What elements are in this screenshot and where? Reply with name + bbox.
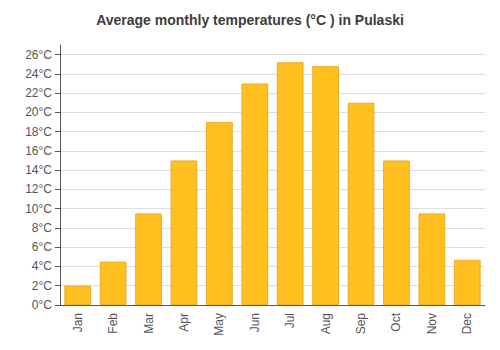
svg-text:4°C: 4°C — [32, 259, 52, 273]
svg-text:16°C: 16°C — [25, 144, 52, 158]
svg-text:Aug: Aug — [319, 313, 333, 334]
svg-text:18°C: 18°C — [25, 125, 52, 139]
svg-text:22°C: 22°C — [25, 86, 52, 100]
svg-text:8°C: 8°C — [32, 221, 52, 235]
svg-text:Jan: Jan — [71, 313, 85, 332]
svg-text:Jul: Jul — [283, 313, 297, 328]
svg-text:Average monthly temperatures (: Average monthly temperatures (°C ) in Pu… — [96, 12, 404, 28]
svg-text:0°C: 0°C — [32, 298, 52, 312]
svg-text:Nov: Nov — [425, 313, 439, 334]
svg-text:Oct: Oct — [389, 312, 403, 331]
svg-text:Dec: Dec — [460, 313, 474, 334]
svg-text:Sep: Sep — [354, 313, 368, 335]
svg-text:26°C: 26°C — [25, 48, 52, 62]
svg-text:20°C: 20°C — [25, 105, 52, 119]
svg-text:24°C: 24°C — [25, 67, 52, 81]
svg-text:Mar: Mar — [142, 313, 156, 334]
svg-text:12°C: 12°C — [25, 182, 52, 196]
svg-text:Jun: Jun — [248, 313, 262, 332]
svg-text:14°C: 14°C — [25, 163, 52, 177]
svg-text:6°C: 6°C — [32, 240, 52, 254]
svg-text:Apr: Apr — [177, 313, 191, 332]
svg-text:Feb: Feb — [106, 313, 120, 334]
svg-text:2°C: 2°C — [32, 279, 52, 293]
svg-text:10°C: 10°C — [25, 202, 52, 216]
svg-text:May: May — [212, 313, 226, 336]
